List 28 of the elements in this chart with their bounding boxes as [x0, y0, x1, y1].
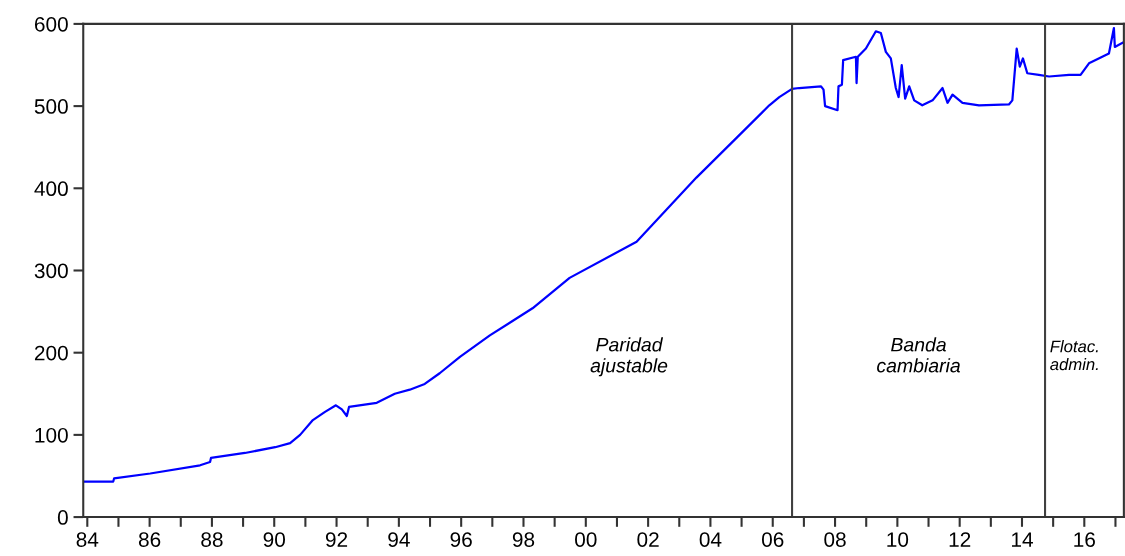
x-tick-label: 04	[699, 532, 722, 547]
y-tick-label: 600	[34, 16, 68, 32]
line-series	[83, 26, 1124, 483]
x-tick-label: 02	[637, 532, 659, 547]
x-tick-label: 08	[824, 532, 846, 547]
x-tick-label: 94	[388, 532, 410, 547]
x-tick-label: 98	[512, 532, 535, 547]
x-tick-label: 92	[325, 532, 348, 547]
annotation: Paridad ajustable	[590, 337, 668, 377]
y-tick-label: 300	[34, 263, 68, 279]
annotation: Flotac. admin.	[1050, 340, 1098, 371]
y-tick-label: 500	[34, 99, 68, 114]
y-tick-label: 100	[35, 427, 68, 443]
annotation: Banda cambiaria	[877, 337, 961, 373]
x-tick-label: 10	[887, 532, 909, 547]
x-tick-label: 14	[1012, 532, 1033, 547]
y-tick-label: 200	[34, 345, 68, 361]
y-tick-label: 400	[34, 181, 68, 197]
x-tick-label: 16	[1074, 532, 1095, 547]
x-tick-label: 96	[450, 532, 472, 547]
x-tick-label: 12	[949, 532, 971, 547]
x-tick-label: 88	[201, 532, 223, 547]
x-tick-label: 00	[575, 532, 597, 547]
x-tick-label: 84	[76, 532, 99, 547]
x-tick-label: 86	[138, 532, 161, 547]
x-tick-label: 06	[761, 532, 784, 547]
x-tick-label: 90	[263, 532, 286, 547]
y-tick-label: 0	[57, 510, 68, 525]
